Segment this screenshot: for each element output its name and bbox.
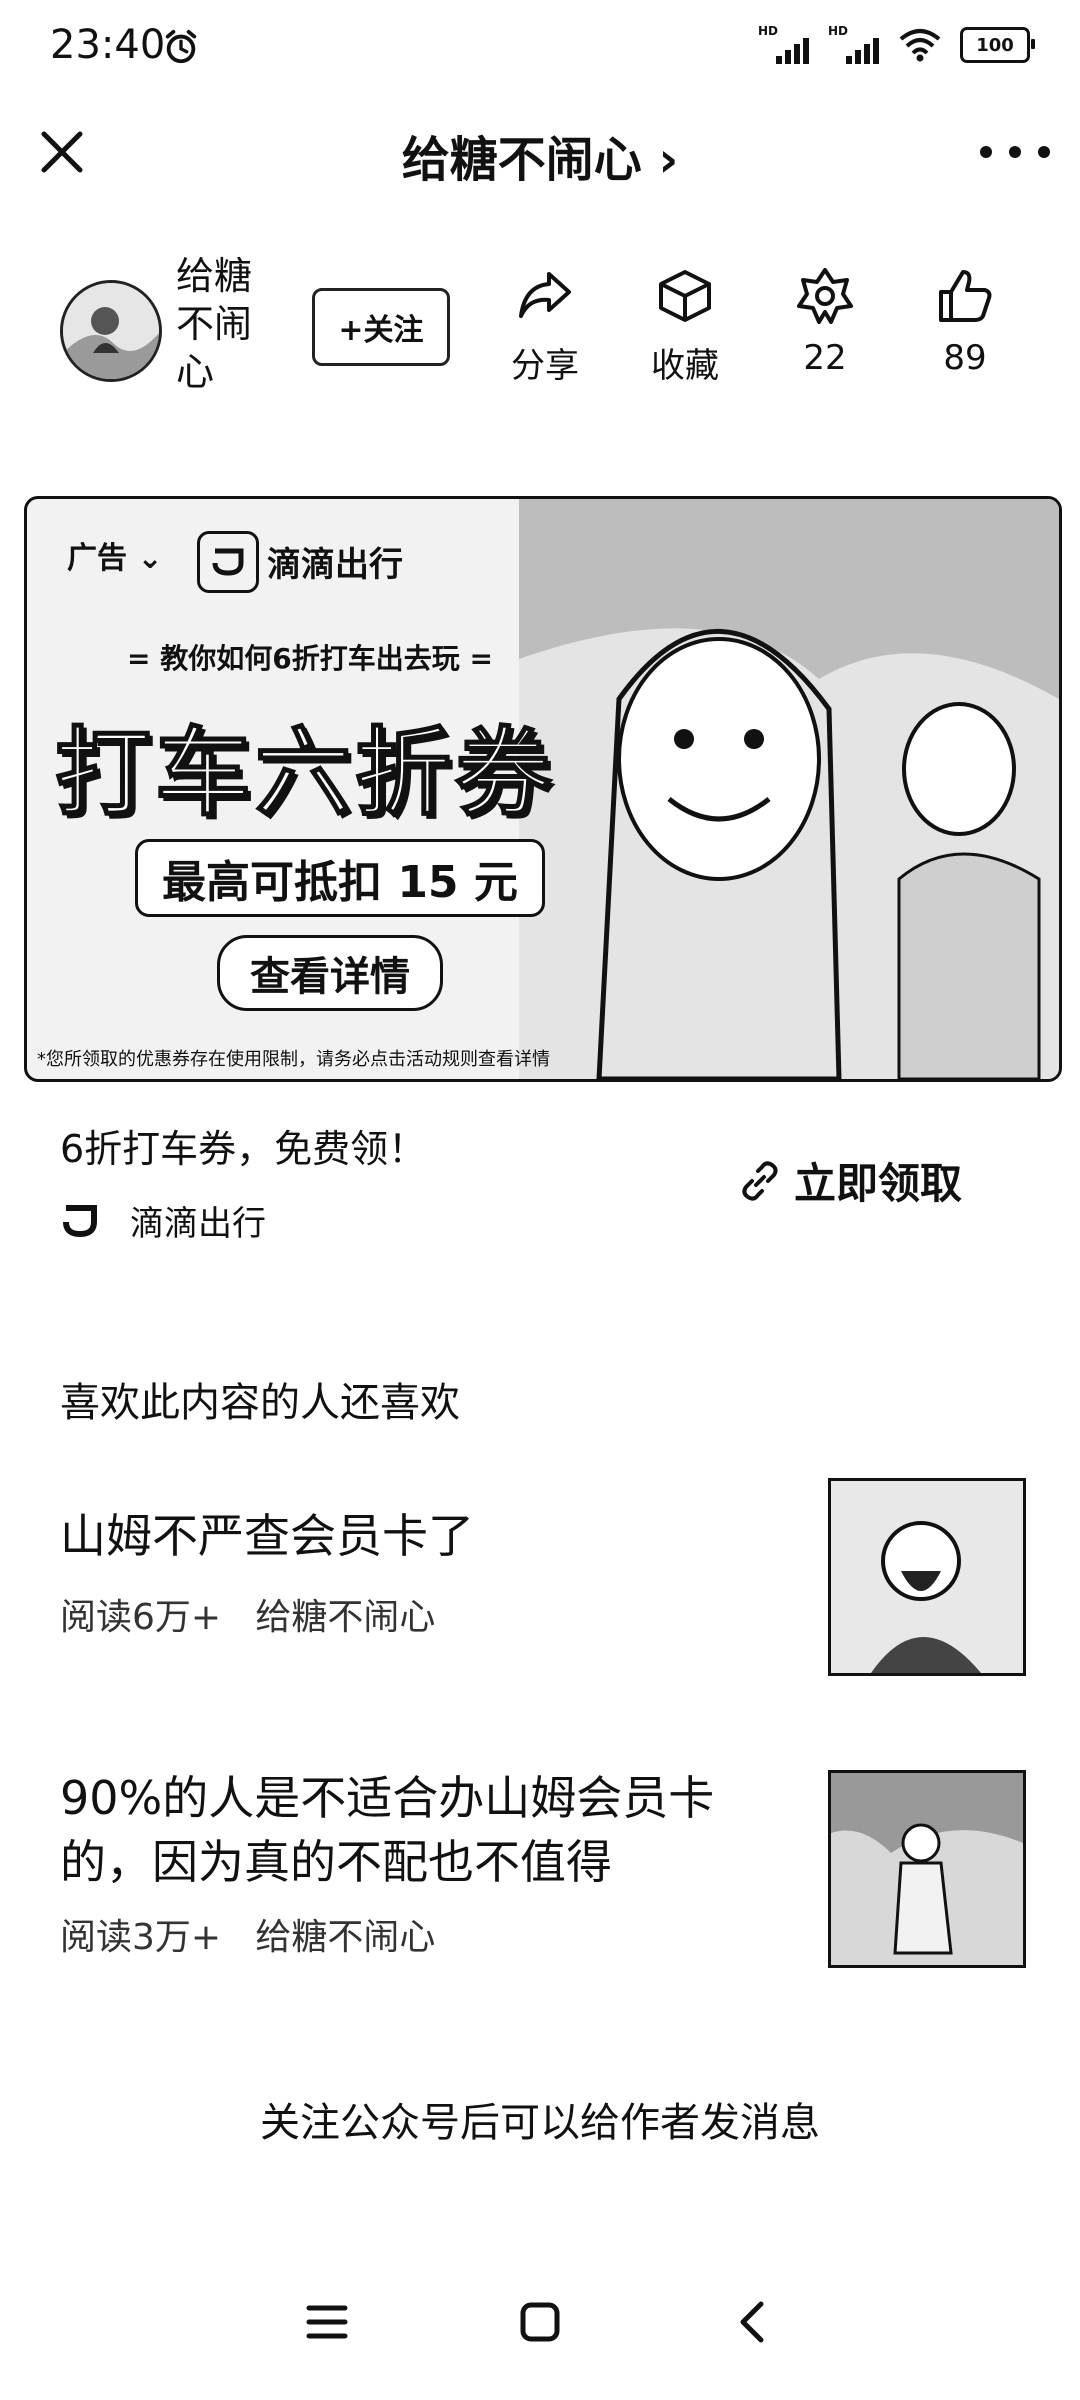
recommendation-title[interactable]: 90%的人是不适合办山姆会员卡的，因为真的不配也不值得 [60,1771,715,1889]
recommendation-title[interactable]: 山姆不严查会员卡了 [60,1509,474,1563]
recommendation-meta: 阅读3万+ 给糖不闹心 [60,1908,435,1960]
ad-source: 滴滴出行 [130,1204,266,1244]
menu-icon[interactable] [305,2300,349,2344]
action-label: 22 [803,338,847,378]
follow-button[interactable]: +关注 [312,288,450,366]
close-button[interactable] [30,120,94,184]
ad-discount: 最高可抵扣 15 元 [135,839,545,917]
battery-icon: 100 [960,27,1035,63]
ad-disclaimer: *您所领取的优惠券存在使用限制，请务必点击活动规则查看详情 [37,1049,550,1070]
action-label: 分享 [511,346,579,386]
more-options-button[interactable] [980,128,1050,176]
star-button[interactable]: 22 [770,268,880,378]
status-time: 23:40 [50,22,166,68]
signal-icon: HD [758,24,810,64]
recommendation-thumbnail[interactable] [828,1770,1026,1968]
recommendations-heading: 喜欢此内容的人还喜欢 [60,1380,460,1426]
author-name[interactable]: 给糖不闹心 [176,254,253,394]
action-label: 收藏 [651,346,719,386]
ad-brand: 滴滴出行 [267,545,403,585]
star-badge-icon [797,268,853,324]
alarm-clock-icon [165,29,197,64]
recommendation-thumbnail[interactable] [828,1478,1026,1676]
ad-photo [519,499,1059,1079]
back-icon[interactable] [731,2300,775,2344]
system-nav-bar [0,2300,1080,2344]
ad-headline: 打车六折券 [54,716,555,830]
claim-now-button[interactable]: 立即领取 [740,1150,962,1211]
didi-logo-icon [197,531,259,593]
recommendation-author: 给糖不闹心 [255,1917,436,1958]
read-count: 阅读6万+ [60,1597,222,1638]
close-icon [41,131,83,173]
share-icon [519,272,571,318]
share-button[interactable]: 分享 [490,268,600,387]
recommendation-author: 给糖不闹心 [255,1597,436,1638]
wifi-icon [899,29,941,62]
ad-subtitle: = 教你如何6折打车出去玩 = [127,642,493,675]
thumbs-up-icon [939,270,992,322]
ad-caption[interactable]: 6折打车券，免费领！ [60,1127,427,1171]
ad-tag[interactable]: 广告 ⌄ [67,541,163,576]
bookmark-box-icon [659,270,711,322]
ad-banner[interactable]: 广告 ⌄ 滴滴出行 = 教你如何6折打车出去玩 = 打车六折券 最高可抵扣 15… [24,496,1062,1082]
read-count: 阅读3万+ [60,1917,222,1958]
status-icons: HD HD 100 [758,24,1035,64]
page-title[interactable]: 给糖不闹心 › [401,132,679,188]
home-icon[interactable] [518,2300,562,2344]
didi-logo-icon [63,1205,97,1238]
ad-details-button[interactable]: 查看详情 [217,935,443,1011]
follow-note: 关注公众号后可以给作者发消息 [260,2100,820,2146]
bookmark-button[interactable]: 收藏 [630,268,740,387]
like-button[interactable]: 89 [910,268,1020,378]
recommendation-meta: 阅读6万+ 给糖不闹心 [60,1588,435,1640]
author-avatar[interactable] [60,280,162,382]
link-icon [742,1160,778,1201]
action-label: 89 [943,338,987,378]
signal-icon: HD [828,24,880,64]
